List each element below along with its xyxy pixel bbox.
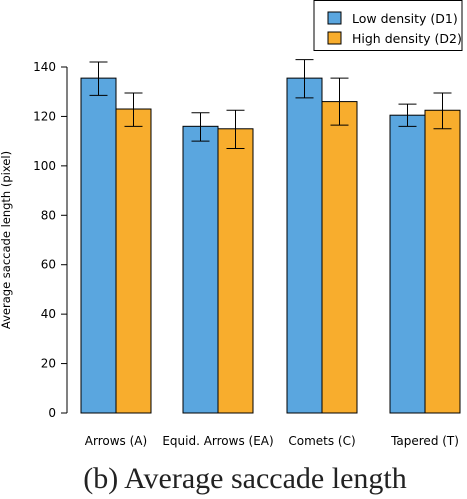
y-axis-label: Average saccade length (pixel) <box>0 151 13 329</box>
x-tick-label: Comets (C) <box>288 434 355 448</box>
error-bars <box>89 59 452 150</box>
y-tick-label: 120 <box>33 109 56 123</box>
bar <box>182 125 219 414</box>
y-tick-label: 40 <box>41 307 56 321</box>
axes: 0 20 40 60 80 100 120 140 Arrows (A) Equid. Arrow… <box>33 60 459 448</box>
legend: Low density (D1) High density (D2) <box>313 0 463 51</box>
bar <box>115 108 152 414</box>
x-tick-label: Tapered (T) <box>390 434 459 448</box>
bar <box>217 128 254 414</box>
x-tick-label: Equid. Arrows (EA) <box>162 434 273 448</box>
legend-label: High density (D2) <box>352 31 462 46</box>
bar <box>321 101 358 414</box>
legend-label: Low density (D1) <box>352 11 458 26</box>
y-tick-label: 0 <box>48 406 56 420</box>
legend-swatch <box>327 11 342 25</box>
bar <box>389 114 426 414</box>
y-tick-label: 80 <box>41 208 56 222</box>
figure-caption: (b) Average saccade length <box>83 462 406 495</box>
bar <box>424 109 461 414</box>
y-tick-label: 20 <box>41 357 56 371</box>
legend-swatch <box>327 31 342 45</box>
x-tick-label: Arrows (A) <box>85 434 147 448</box>
bar <box>80 77 117 414</box>
bar <box>286 77 323 414</box>
y-tick-label: 100 <box>33 159 56 173</box>
bars <box>80 77 461 414</box>
y-tick-label: 60 <box>41 258 56 272</box>
y-tick-label: 140 <box>33 60 56 74</box>
